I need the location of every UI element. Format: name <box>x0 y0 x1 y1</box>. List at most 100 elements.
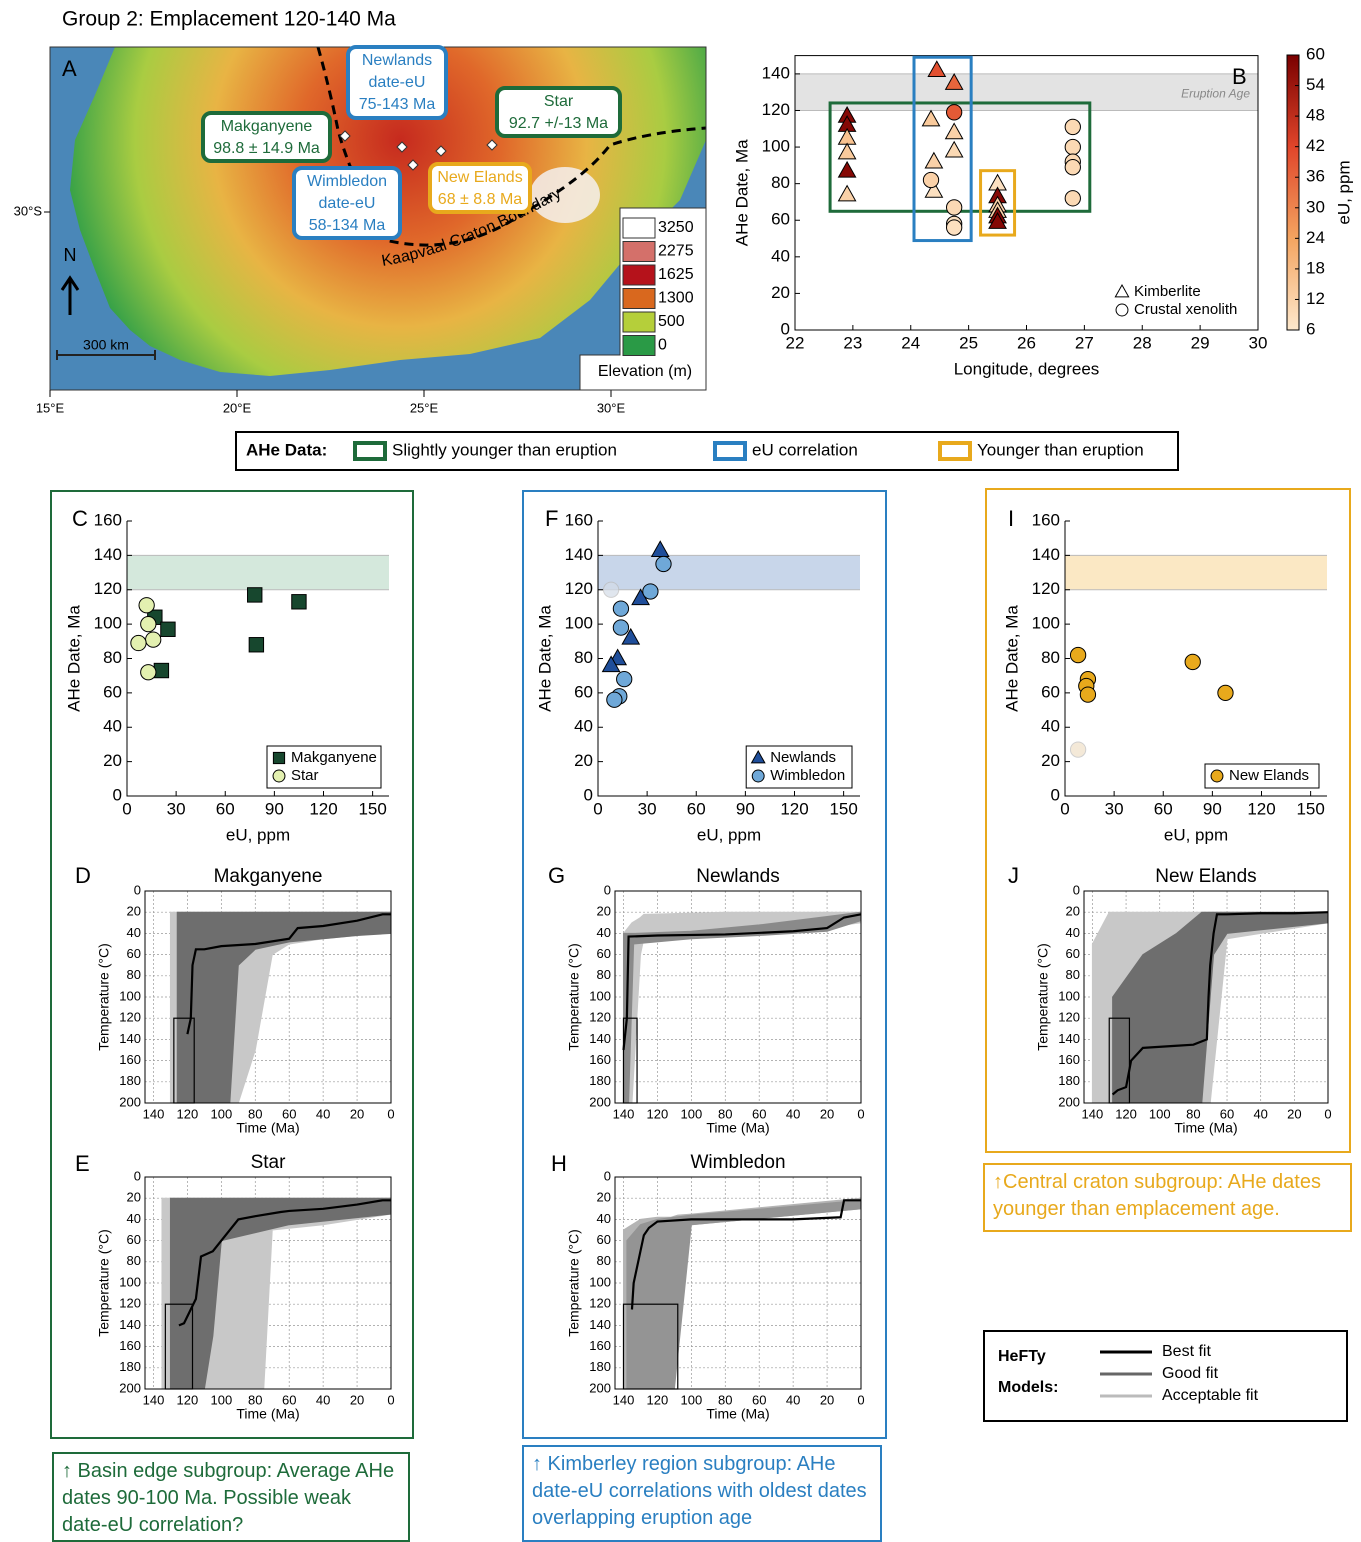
x-tick-label: 40 <box>786 1106 800 1121</box>
x-tick-label: 100 <box>680 1392 702 1407</box>
x-tick-label: 0 <box>387 1392 394 1407</box>
x-tick-label: 20 <box>350 1392 364 1407</box>
site-label: Newlands <box>362 52 432 69</box>
x-tick-label: 120 <box>647 1392 669 1407</box>
legend-label: Crustal xenolith <box>1134 301 1237 318</box>
y-tick-label: 140 <box>589 1317 611 1332</box>
chart-title: New Elands <box>1155 866 1256 887</box>
marker <box>1115 285 1128 297</box>
y-tick-label: 160 <box>119 1338 141 1353</box>
y-axis-label: Temperature (°C) <box>566 1229 582 1337</box>
x-axis-label: Time (Ma) <box>706 1406 769 1422</box>
colorbar-tick-label: 6 <box>1306 319 1315 338</box>
y-tick-label: 140 <box>94 545 122 564</box>
marker <box>139 598 154 613</box>
y-tick-label: 20 <box>1041 751 1060 770</box>
band <box>1065 555 1327 589</box>
lon-tick-label: 15°E <box>36 400 65 415</box>
x-tick-label: 60 <box>216 799 235 818</box>
x-tick-label: 40 <box>316 1392 330 1407</box>
x-tick-label: 40 <box>1253 1106 1267 1121</box>
x-axis-label: eU, ppm <box>697 825 761 844</box>
x-tick-label: 120 <box>177 1106 199 1121</box>
y-tick-label: 140 <box>1032 545 1060 564</box>
y-tick-label: 80 <box>103 648 122 667</box>
y-tick-label: 120 <box>565 579 593 598</box>
x-axis-label: Time (Ma) <box>236 1406 299 1422</box>
site-label: New Elands <box>437 169 522 186</box>
x-tick-label: 90 <box>265 799 284 818</box>
marker <box>273 752 284 763</box>
fit-envelope <box>627 1200 861 1389</box>
x-tick-label: 20 <box>350 1106 364 1121</box>
scale-label: 300 km <box>83 337 129 353</box>
y-axis-label: Temperature (°C) <box>1035 943 1051 1051</box>
elevation-swatch <box>623 265 655 285</box>
x-tick-label: 150 <box>358 799 386 818</box>
x-tick-label: 140 <box>143 1392 165 1407</box>
marker <box>613 620 628 635</box>
marker <box>839 144 856 159</box>
colorbar-tick-label: 12 <box>1306 289 1325 308</box>
site-label: Star <box>544 93 574 110</box>
y-tick-label: 140 <box>589 1031 611 1046</box>
elevation-title: Elevation (m) <box>598 363 692 380</box>
fit-envelope <box>170 1198 391 1389</box>
legend-label: Acceptable fit <box>1162 1387 1259 1404</box>
y-tick-label: 40 <box>597 1211 611 1226</box>
y-tick-label: 60 <box>1066 946 1080 961</box>
y-tick-label: 120 <box>119 1296 141 1311</box>
elevation-swatch <box>623 218 655 238</box>
colorbar-label: eU, ppm <box>1334 160 1353 224</box>
y-tick-label: 160 <box>94 510 122 529</box>
legend-label: Makganyene <box>291 749 377 766</box>
y-tick-label: 80 <box>597 1253 611 1268</box>
x-tick-label: 40 <box>316 1106 330 1121</box>
hefty-legend-subtitle: Models: <box>998 1379 1058 1396</box>
marker <box>922 111 939 126</box>
colorbar-tick-label: 54 <box>1306 75 1325 94</box>
x-tick-label: 90 <box>1203 799 1222 818</box>
marker <box>928 61 945 76</box>
figure-title: Group 2: Emplacement 120-140 Ma <box>62 8 396 31</box>
y-tick-label: 180 <box>119 1073 141 1088</box>
marker <box>947 220 962 235</box>
x-tick-label: 120 <box>1247 799 1275 818</box>
colorbar-tick-label: 48 <box>1306 106 1325 125</box>
y-tick-label: 60 <box>574 682 593 701</box>
colorbar-tick-label: 60 <box>1306 44 1325 63</box>
elevation-label: 1300 <box>658 290 694 307</box>
x-tick-label: 120 <box>177 1392 199 1407</box>
y-tick-label: 100 <box>1032 614 1060 633</box>
marker <box>146 632 161 647</box>
marker <box>613 601 628 616</box>
y-tick-label: 0 <box>781 319 790 338</box>
hefty-legend-title: HeFTy <box>998 1348 1046 1365</box>
y-tick-label: 100 <box>762 137 790 156</box>
x-tick-label: 0 <box>857 1392 864 1407</box>
band <box>127 555 389 589</box>
legend-label: Newlands <box>770 749 836 766</box>
marker <box>603 582 618 597</box>
x-tick-label: 60 <box>1154 799 1173 818</box>
marker <box>1070 647 1085 662</box>
y-tick-label: 140 <box>119 1317 141 1332</box>
y-tick-label: 20 <box>127 1190 141 1205</box>
marker <box>652 541 669 556</box>
panel-label: D <box>75 863 91 888</box>
y-tick-label: 180 <box>589 1073 611 1088</box>
marker <box>292 595 306 609</box>
marker <box>643 584 658 599</box>
colorbar-tick-label: 30 <box>1306 197 1325 216</box>
y-tick-label: 100 <box>119 1274 141 1289</box>
y-tick-label: 40 <box>127 925 141 940</box>
y-tick-label: 140 <box>1058 1031 1080 1046</box>
marker <box>947 200 962 215</box>
legend-label: Kimberlite <box>1134 283 1201 300</box>
y-tick-label: 120 <box>589 1010 611 1025</box>
y-tick-label: 40 <box>1041 717 1060 736</box>
caption: ↑ Kimberley region subgroup: AHe date-eU… <box>522 1445 882 1542</box>
y-tick-label: 100 <box>119 988 141 1003</box>
elevation-swatch <box>623 242 655 262</box>
site-label: 68 ± 8.8 Ma <box>438 191 522 208</box>
